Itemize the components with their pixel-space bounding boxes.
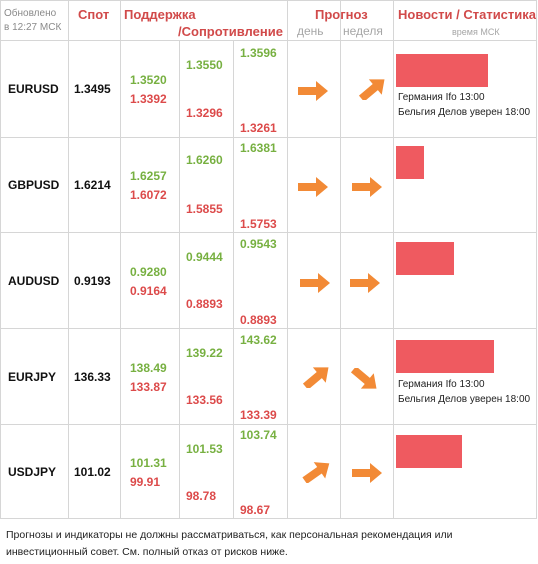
resistance-level-3: 98.67 — [240, 503, 271, 517]
support-level-3: 103.74 — [240, 428, 277, 442]
resistance-level-1: 1.3392 — [130, 92, 167, 106]
pair-label: EURJPY — [8, 370, 57, 384]
grid-line — [0, 40, 537, 41]
support-level-3: 1.6381 — [240, 141, 277, 155]
grid-line — [0, 137, 537, 138]
resistance-level-2: 0.8893 — [186, 297, 223, 311]
spot-value: 136.33 — [74, 370, 111, 384]
forecast-day-header: день — [297, 24, 324, 38]
resistance-level-1: 133.87 — [130, 380, 167, 394]
spot-value: 1.6214 — [74, 178, 111, 192]
news-bar — [396, 146, 424, 179]
resistance-level-2: 1.3296 — [186, 106, 223, 120]
arrow-right-icon — [300, 273, 330, 293]
support-level-1: 1.6257 — [130, 169, 167, 183]
resistance-level-2: 133.56 — [186, 393, 223, 407]
resistance-level-1: 1.6072 — [130, 188, 167, 202]
news-item: Бельгия Делов уверен 18:00 — [398, 394, 531, 405]
forecast-week-header: неделя — [343, 24, 383, 38]
grid-line — [393, 0, 394, 518]
arrow-right-icon — [350, 273, 380, 293]
arrow-down-right-icon — [350, 368, 377, 389]
grid-line — [68, 0, 69, 518]
arrow-right-icon — [352, 463, 382, 483]
news-header: Новости / Статистика — [398, 7, 537, 22]
grid-line — [0, 328, 537, 329]
arrow-right-icon — [298, 81, 328, 101]
news-item: Бельгия Делов уверен 18:00 — [398, 107, 531, 118]
support-level-1: 101.31 — [130, 456, 167, 470]
support-level-1: 0.9280 — [130, 265, 167, 279]
grid-line — [0, 232, 537, 233]
support-level-2: 0.9444 — [186, 250, 223, 264]
pair-label: GBPUSD — [8, 178, 60, 192]
disclaimer-text: Прогнозы и индикаторы не должны рассматр… — [6, 529, 453, 558]
news-bar — [396, 435, 462, 468]
grid-line — [0, 0, 537, 1]
news-time-note: время МСК — [452, 27, 500, 37]
support-level-3: 143.62 — [240, 333, 277, 347]
resistance-level-2: 98.78 — [186, 489, 217, 503]
news-bar — [396, 54, 488, 87]
grid-line — [120, 0, 121, 518]
updated-label: Обновлено в 12:27 МСК — [4, 7, 61, 35]
pair-label: EURUSD — [8, 82, 59, 96]
resistance-level-3: 1.5753 — [240, 217, 277, 231]
resistance-level-1: 0.9164 — [130, 284, 167, 298]
news-bar — [396, 242, 454, 275]
resistance-level-3: 0.8893 — [240, 313, 277, 327]
grid-line — [340, 0, 341, 518]
news-list: Германия Ifo 13:00 Бельгия Делов уверен … — [398, 90, 530, 120]
support-level-1: 1.3520 — [130, 73, 167, 87]
news-item: Германия Ifo 13:00 — [398, 379, 485, 390]
resistance-header: /Сопротивление — [178, 24, 283, 39]
pair-label: AUDUSD — [8, 274, 60, 288]
resistance-level-2: 1.5855 — [186, 202, 223, 216]
arrow-up-right-icon — [358, 79, 385, 100]
support-level-2: 101.53 — [186, 442, 223, 456]
support-header: Поддержка — [124, 7, 196, 22]
news-item: Германия Ifo 13:00 — [398, 92, 485, 103]
resistance-level-3: 1.3261 — [240, 121, 277, 135]
support-level-2: 139.22 — [186, 346, 223, 360]
support-level-3: 1.3596 — [240, 46, 277, 60]
news-bar — [396, 340, 494, 373]
spot-value: 0.9193 — [74, 274, 111, 288]
spot-value: 101.02 — [74, 465, 111, 479]
arrow-up-right-icon — [302, 462, 330, 483]
spot-header: Спот — [78, 7, 110, 22]
support-level-2: 1.6260 — [186, 153, 223, 167]
pair-label: USDJPY — [8, 465, 57, 479]
spot-value: 1.3495 — [74, 82, 111, 96]
arrow-right-icon — [298, 177, 328, 197]
grid-line — [536, 0, 537, 518]
arrow-right-icon — [352, 177, 382, 197]
resistance-level-1: 99.91 — [130, 475, 161, 489]
grid-line — [179, 40, 180, 518]
support-level-1: 138.49 — [130, 361, 167, 375]
support-level-2: 1.3550 — [186, 58, 223, 72]
grid-line — [0, 518, 537, 519]
support-level-3: 0.9543 — [240, 237, 277, 251]
grid-line — [0, 0, 1, 518]
arrow-up-right-icon — [302, 367, 329, 388]
updated-line-1: Обновлено — [4, 8, 57, 19]
grid-line — [287, 0, 288, 518]
updated-time: в 12:27 МСК — [4, 22, 62, 33]
resistance-level-3: 133.39 — [240, 408, 277, 422]
grid-line — [233, 40, 234, 518]
news-list: Германия Ifo 13:00 Бельгия Делов уверен … — [398, 377, 530, 407]
forecast-header: Прогноз — [315, 7, 368, 22]
grid-line — [0, 424, 537, 425]
